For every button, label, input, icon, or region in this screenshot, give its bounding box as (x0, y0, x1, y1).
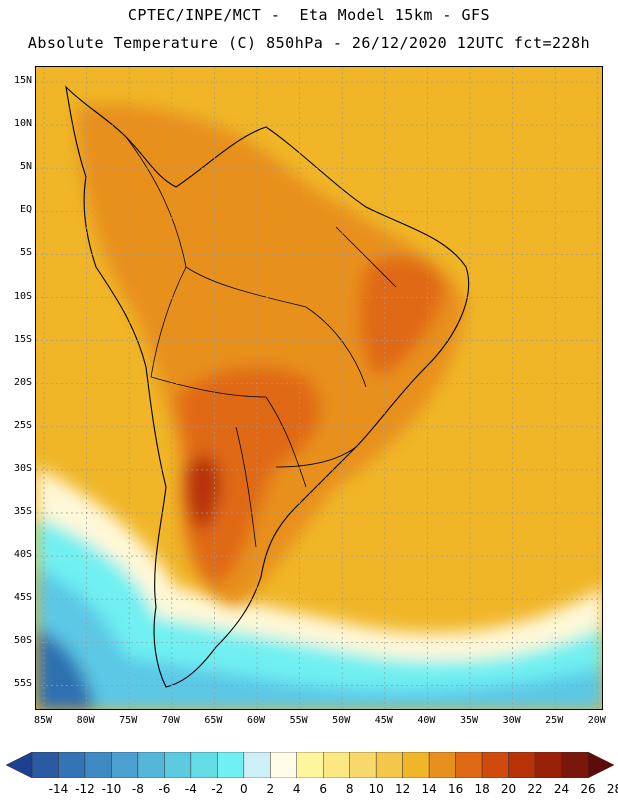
colorbar-tick-label: -14 (48, 782, 69, 796)
colorbar-tick-label: 24 (553, 782, 570, 796)
colorbar-tick-label: 18 (474, 782, 490, 796)
latitude-label: 35S (13, 506, 32, 517)
longitude-label: 35W (459, 715, 479, 726)
color-scale-bar (6, 752, 614, 778)
latitude-label: EQ (19, 204, 32, 216)
colorbar-tick-label: 20 (500, 782, 517, 796)
colorbar-tick-label: -8 (131, 782, 144, 796)
colorbar-segment (111, 752, 139, 778)
latitude-label: 10S (13, 290, 32, 302)
colorbar-low-arrow (6, 752, 33, 778)
colorbar-tick-label: 4 (292, 782, 301, 796)
colorbar-high-arrow (587, 752, 614, 778)
colorbar-tick-label: 14 (421, 782, 437, 796)
longitude-label: 80W (76, 715, 95, 726)
colorbar-tick-label: 26 (580, 782, 596, 796)
colorbar-tick-label: 8 (345, 782, 354, 796)
latitude-label: 5N (19, 161, 32, 173)
longitude-label: 50W (332, 715, 351, 726)
latitude-label: 45S (13, 592, 32, 604)
colorbar-segment (375, 752, 403, 778)
longitude-label: 60W (246, 715, 266, 726)
latitude-label: 30S (13, 462, 32, 474)
colorbar-segment (190, 752, 218, 778)
colorbar-segment (137, 752, 165, 778)
longitude-label: 30W (502, 715, 521, 726)
colorbar-segment (481, 752, 509, 778)
colorbar-segment (84, 752, 112, 778)
colorbar-tick-label: 0 (239, 782, 248, 796)
map-title: CPTEC/INPE/MCT - Eta Model 15km - GFS (127, 6, 491, 24)
longitude-label: 70W (161, 715, 180, 726)
colorbar-tick-label: 2 (266, 782, 275, 796)
longitude-label: 65W (204, 715, 223, 726)
latitude-label: 15N (13, 75, 32, 86)
colorbar-segment (31, 752, 59, 778)
colorbar-tick-label: 12 (395, 782, 411, 796)
colorbar-segment (296, 752, 324, 778)
colorbar-segment (349, 752, 377, 778)
latitude-label: 20S (13, 376, 32, 388)
longitude-label: 20W (587, 715, 606, 726)
coastline (65, 85, 470, 688)
map-canvas (36, 67, 602, 709)
colorbar-tick-label: -6 (158, 782, 171, 796)
latitude-label: 55S (13, 678, 32, 690)
colorbar-segment (270, 752, 298, 778)
colorbar-segment (322, 752, 350, 778)
colorbar-tick-label: 22 (527, 782, 543, 796)
colorbar-segment (164, 752, 192, 778)
latitude-label: 5S (19, 247, 32, 259)
colorbar-tick-label: -4 (184, 782, 197, 796)
country-borders (125, 136, 397, 548)
colorbar-tick-label: -2 (211, 782, 224, 796)
colorbar-segment (455, 752, 483, 778)
warm-land-areas (76, 104, 466, 607)
graticule (36, 67, 602, 709)
latitude-label: 50S (13, 635, 32, 647)
longitude-label: 40W (417, 715, 436, 726)
colorbar-segment (58, 752, 86, 778)
colorbar-segment (428, 752, 456, 778)
longitude-label: 25W (545, 715, 564, 726)
latitude-label: 40S (13, 549, 32, 561)
map-subtitle: Absolute Temperature (C) 850hPa - 26/12/… (27, 34, 591, 52)
longitude-label: 45W (374, 715, 393, 726)
longitude-label: 85W (33, 715, 53, 726)
colorbar-tick-label: -12 (75, 782, 95, 796)
longitude-label: 55W (289, 715, 308, 726)
colorbar-tick-label: -10 (101, 782, 122, 796)
colorbar-segment (243, 752, 271, 778)
latitude-label: 15S (13, 333, 32, 345)
colorbar-tick-label: 16 (447, 782, 464, 796)
cold-ocean-bands (36, 467, 602, 709)
colorbar-tick-label: 28 (606, 782, 618, 796)
latitude-label: 25S (13, 419, 32, 431)
colorbar-segment (534, 752, 562, 778)
temperature-map (35, 66, 603, 710)
colorbar-tick-label: 10 (368, 782, 384, 796)
colorbar-tick-label: 6 (319, 782, 328, 796)
colorbar-segment (217, 752, 245, 778)
colorbar-segment (402, 752, 430, 778)
colorbar-segment (508, 752, 536, 778)
longitude-label: 75W (119, 715, 138, 726)
latitude-label: 10N (13, 118, 32, 130)
colorbar-segment (561, 752, 589, 778)
